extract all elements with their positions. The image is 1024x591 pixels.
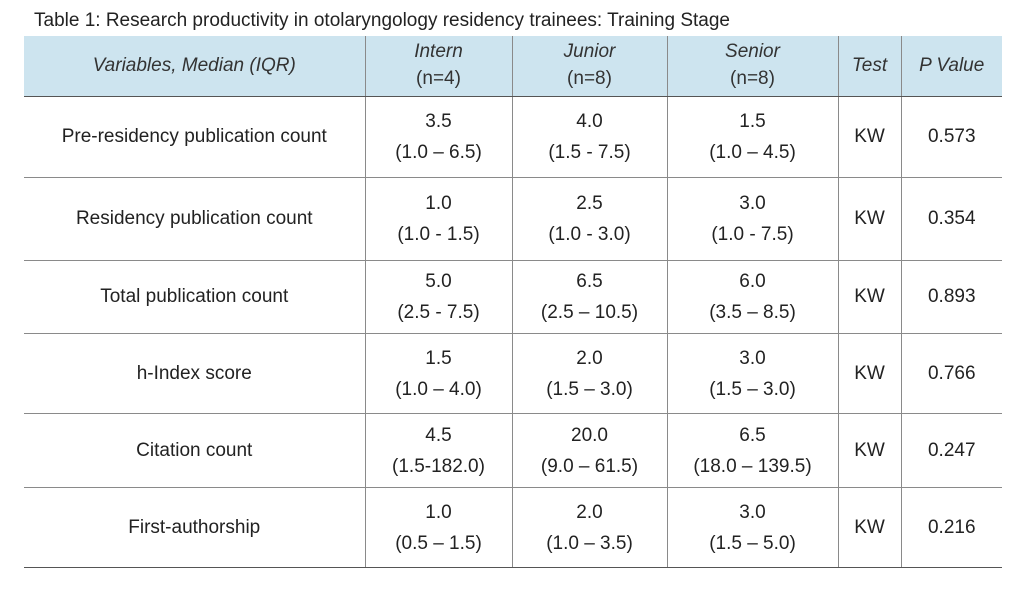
p-value-cell: 0.893 bbox=[900, 260, 1002, 334]
senior-cell: 3.0 (1.0 - 7.5) bbox=[666, 177, 839, 261]
intern-cell: 5.0 (2.5 - 7.5) bbox=[364, 260, 513, 334]
iqr-value: (1.0 - 1.5) bbox=[397, 224, 480, 245]
iqr-value: (1.0 – 3.5) bbox=[546, 532, 633, 554]
iqr-value: (9.0 – 61.5) bbox=[540, 455, 639, 477]
intern-cell: 1.0 (1.0 - 1.5) bbox=[364, 177, 513, 261]
junior-cell: 6.5 (2.5 – 10.5) bbox=[511, 260, 668, 334]
table-row: h-Index score 1.5 (1.0 – 4.0) 2.0 (1.5 – 3… bbox=[24, 333, 1002, 414]
group-n: (n=8) bbox=[567, 68, 612, 89]
header-p-value: P Value bbox=[900, 36, 1002, 97]
senior-cell: 6.0 (3.5 – 8.5) bbox=[666, 260, 839, 334]
junior-cell: 20.0 (9.0 – 61.5) bbox=[511, 413, 668, 488]
table-caption: Table 1: Research productivity in otolar… bbox=[34, 10, 730, 31]
group-name: Senior bbox=[725, 41, 780, 62]
iqr-value: (1.5-182.0) bbox=[392, 455, 485, 477]
median-value: 6.0 bbox=[739, 271, 766, 292]
header-variables: Variables, Median (IQR) bbox=[24, 36, 366, 97]
median-value: 6.5 bbox=[739, 424, 766, 446]
median-value: 3.5 bbox=[425, 111, 452, 132]
variable-cell: Citation count bbox=[24, 413, 366, 488]
p-value-cell: 0.247 bbox=[900, 413, 1002, 488]
variable-cell: First-authorship bbox=[24, 487, 366, 568]
iqr-value: (1.0 – 6.5) bbox=[395, 142, 482, 163]
median-value: 1.5 bbox=[739, 111, 766, 132]
junior-cell: 2.0 (1.5 – 3.0) bbox=[511, 333, 668, 414]
senior-cell: 1.5 (1.0 – 4.5) bbox=[666, 96, 839, 178]
senior-cell: 3.0 (1.5 – 5.0) bbox=[666, 487, 839, 568]
senior-cell: 3.0 (1.5 – 3.0) bbox=[666, 333, 839, 414]
median-value: 1.0 bbox=[425, 501, 452, 523]
iqr-value: (1.0 – 4.0) bbox=[395, 378, 482, 400]
intern-cell: 3.5 (1.0 – 6.5) bbox=[364, 96, 513, 178]
group-n: (n=4) bbox=[416, 68, 461, 89]
table-row: Total publication count 5.0 (2.5 - 7.5) 6… bbox=[24, 260, 1002, 334]
header-test: Test bbox=[837, 36, 902, 97]
test-cell: KW bbox=[837, 177, 902, 261]
test-cell: KW bbox=[837, 96, 902, 178]
iqr-value: (1.0 - 3.0) bbox=[548, 224, 631, 245]
table-row: Residency publication count 1.0 (1.0 - 1.… bbox=[24, 177, 1002, 261]
iqr-value: (3.5 – 8.5) bbox=[709, 302, 796, 323]
variable-cell: Total publication count bbox=[24, 260, 366, 334]
median-value: 3.0 bbox=[739, 347, 766, 369]
test-cell: KW bbox=[837, 333, 902, 414]
group-name: Intern bbox=[414, 41, 463, 62]
median-value: 3.0 bbox=[739, 193, 766, 214]
median-value: 6.5 bbox=[576, 271, 603, 292]
intern-cell: 1.0 (0.5 – 1.5) bbox=[364, 487, 513, 568]
p-value-cell: 0.766 bbox=[900, 333, 1002, 414]
variable-cell: Pre-residency publication count bbox=[24, 96, 366, 178]
iqr-value: (2.5 – 10.5) bbox=[540, 302, 639, 323]
header-row: Variables, Median (IQR) Intern (n=4) Jun… bbox=[24, 36, 1002, 97]
group-n: (n=8) bbox=[730, 68, 775, 89]
table-row: First-authorship 1.0 (0.5 – 1.5) 2.0 (1.0 … bbox=[24, 487, 1002, 568]
header-senior: Senior (n=8) bbox=[666, 36, 839, 97]
junior-cell: 2.0 (1.0 – 3.5) bbox=[511, 487, 668, 568]
senior-cell: 6.5 (18.0 – 139.5) bbox=[666, 413, 839, 488]
iqr-value: (18.0 – 139.5) bbox=[693, 455, 812, 477]
table-row: Pre-residency publication count 3.5 (1.0 … bbox=[24, 96, 1002, 178]
variable-cell: Residency publication count bbox=[24, 177, 366, 261]
iqr-value: (1.5 – 5.0) bbox=[709, 532, 796, 554]
median-value: 2.5 bbox=[576, 193, 603, 214]
test-cell: KW bbox=[837, 487, 902, 568]
median-value: 4.0 bbox=[576, 111, 603, 132]
median-value: 4.5 bbox=[425, 424, 452, 446]
test-cell: KW bbox=[837, 260, 902, 334]
median-value: 3.0 bbox=[739, 501, 766, 523]
iqr-value: (0.5 – 1.5) bbox=[395, 532, 482, 554]
header-intern: Intern (n=4) bbox=[364, 36, 513, 97]
median-value: 1.5 bbox=[425, 347, 452, 369]
iqr-value: (1.0 – 4.5) bbox=[709, 142, 796, 163]
intern-cell: 1.5 (1.0 – 4.0) bbox=[364, 333, 513, 414]
p-value-cell: 0.354 bbox=[900, 177, 1002, 261]
median-value: 2.0 bbox=[576, 347, 603, 369]
header-junior: Junior (n=8) bbox=[511, 36, 668, 97]
variable-cell: h-Index score bbox=[24, 333, 366, 414]
median-value: 5.0 bbox=[425, 271, 452, 292]
test-cell: KW bbox=[837, 413, 902, 488]
junior-cell: 2.5 (1.0 - 3.0) bbox=[511, 177, 668, 261]
median-value: 2.0 bbox=[576, 501, 603, 523]
junior-cell: 4.0 (1.5 - 7.5) bbox=[511, 96, 668, 178]
p-value-cell: 0.216 bbox=[900, 487, 1002, 568]
iqr-value: (1.0 - 7.5) bbox=[711, 224, 794, 245]
results-table: Variables, Median (IQR) Intern (n=4) Jun… bbox=[24, 36, 1002, 568]
median-value: 20.0 bbox=[571, 424, 608, 446]
intern-cell: 4.5 (1.5-182.0) bbox=[364, 413, 513, 488]
iqr-value: (1.5 – 3.0) bbox=[546, 378, 633, 400]
iqr-value: (1.5 – 3.0) bbox=[709, 378, 796, 400]
iqr-value: (1.5 - 7.5) bbox=[548, 142, 631, 163]
group-name: Junior bbox=[563, 41, 616, 62]
iqr-value: (2.5 - 7.5) bbox=[397, 302, 480, 323]
median-value: 1.0 bbox=[425, 193, 452, 214]
p-value-cell: 0.573 bbox=[900, 96, 1002, 178]
table-row: Citation count 4.5 (1.5-182.0) 20.0 (9.0 –… bbox=[24, 413, 1002, 488]
